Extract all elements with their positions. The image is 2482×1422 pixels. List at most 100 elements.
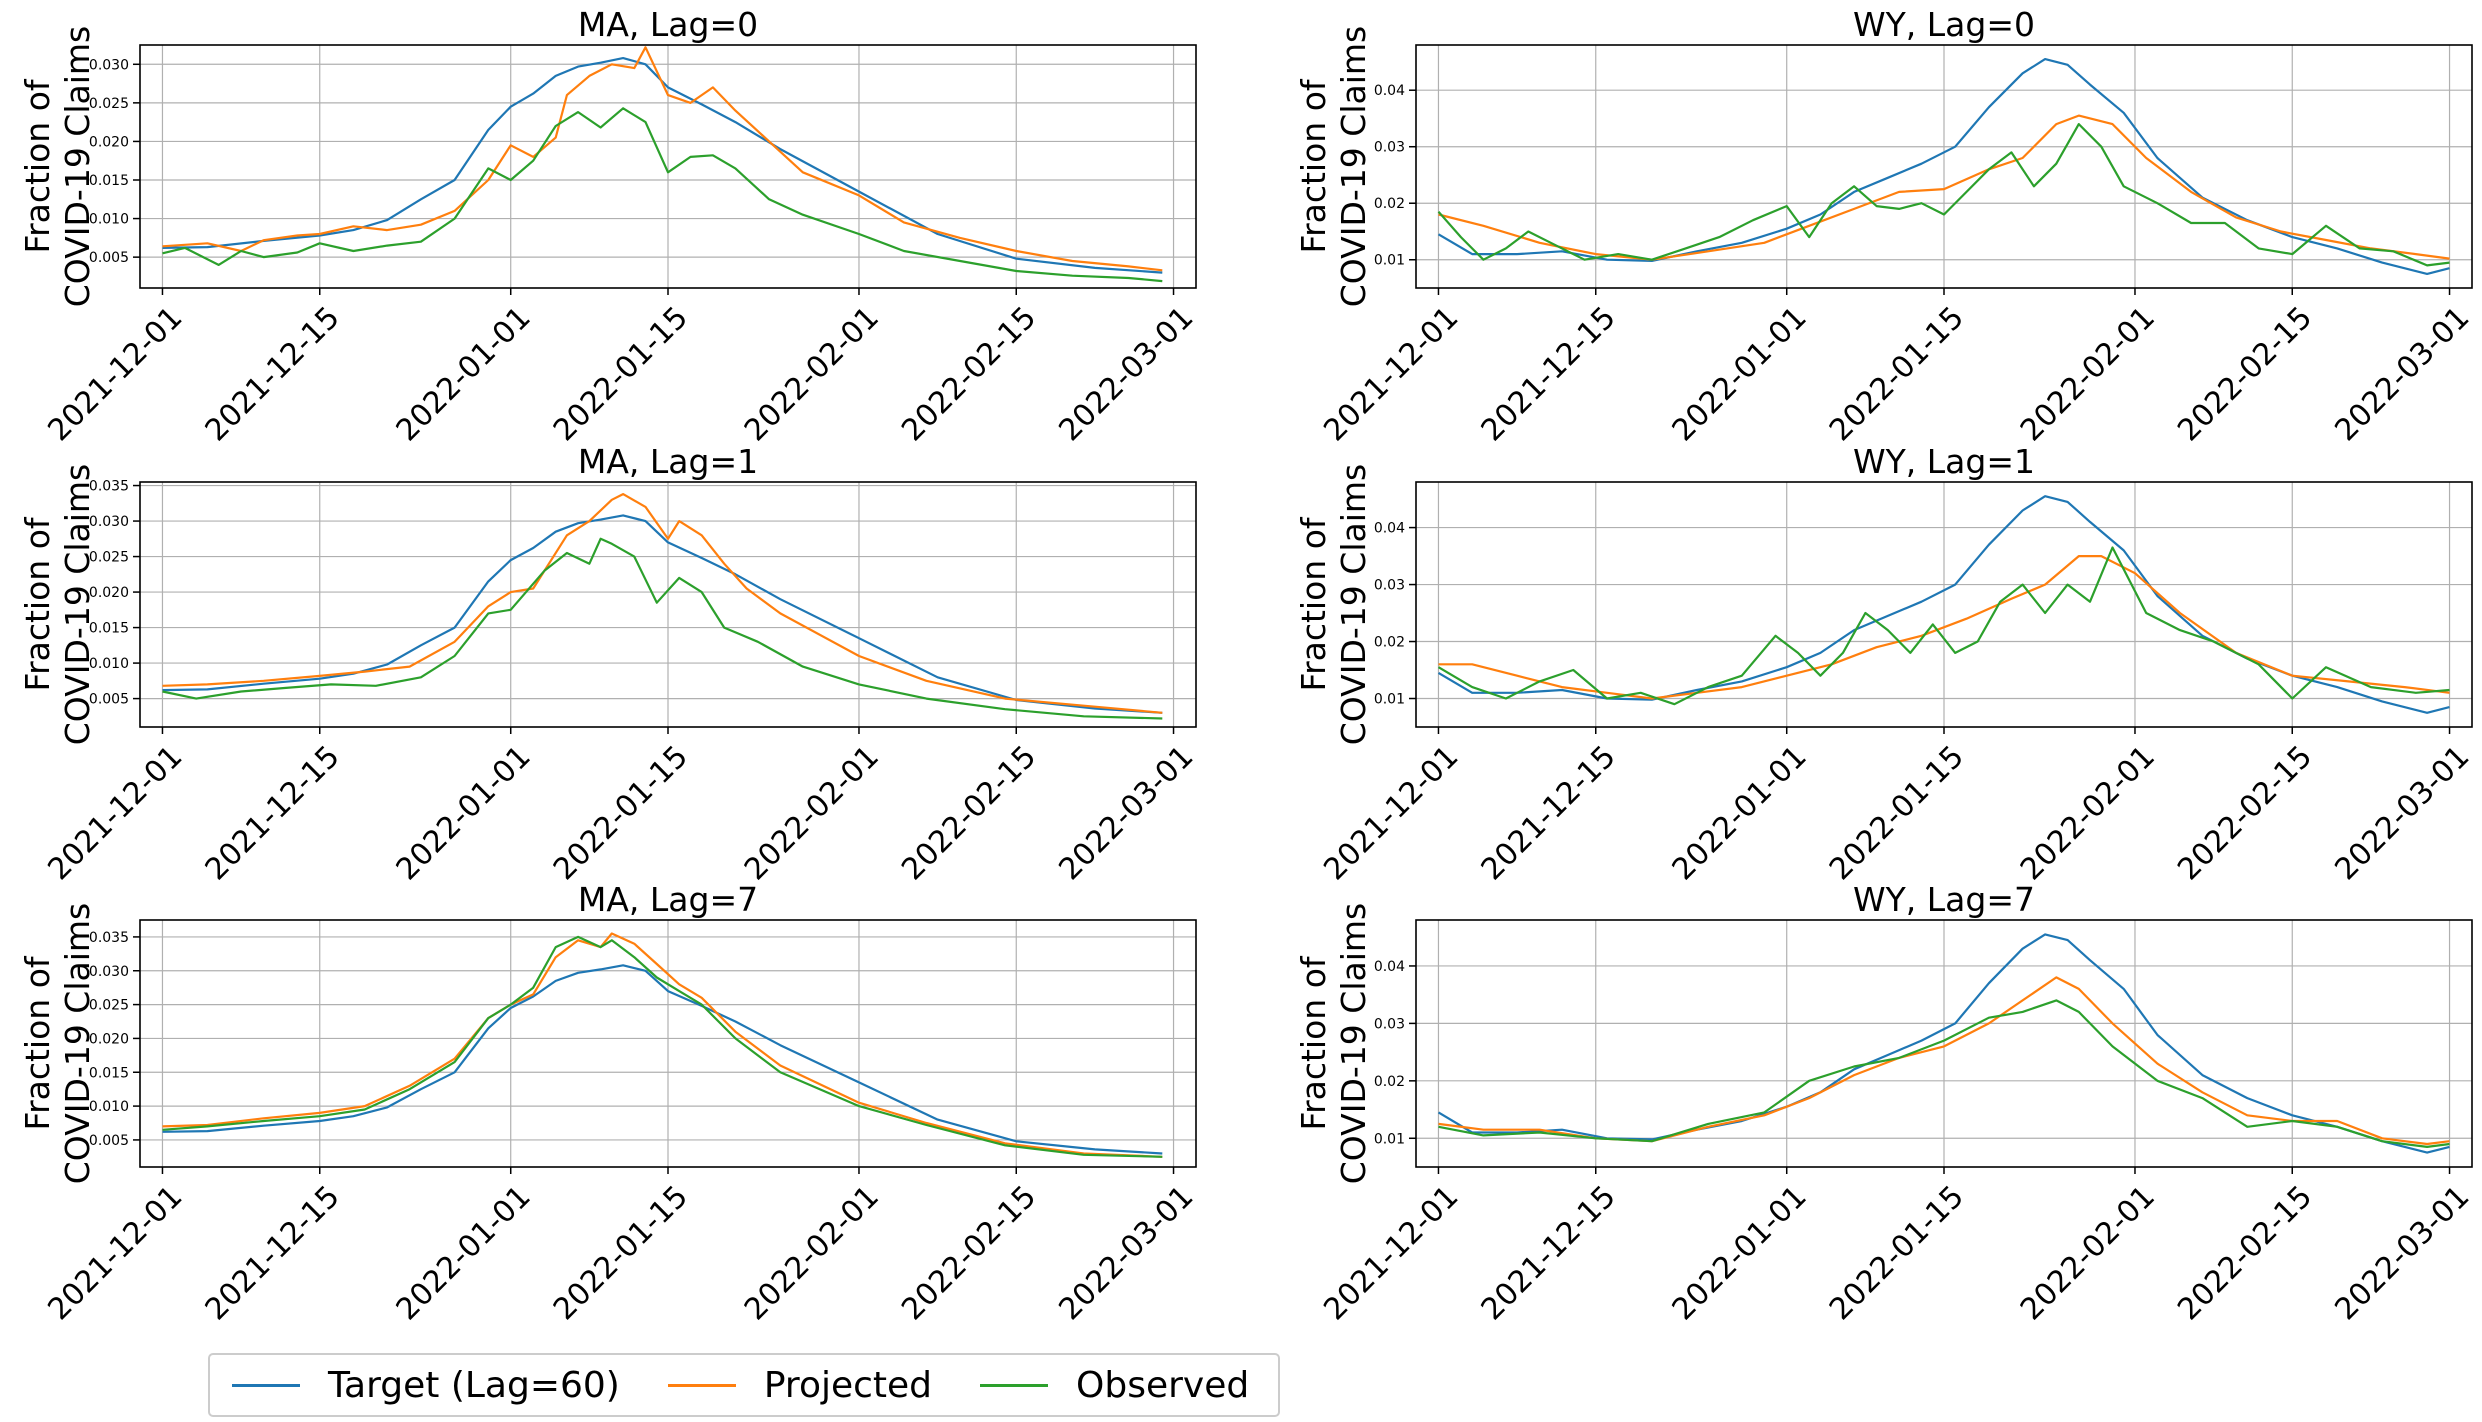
y-tick-label: 0.04 [1374,959,1405,975]
x-tick-label: 2022-02-15 [2171,739,2319,887]
y-tick-label: 0.01 [1374,253,1405,269]
y-tick-label: 0.020 [89,134,129,150]
chart-title: WY, Lag=0 [1853,5,2035,44]
plot-frame [139,481,1197,728]
x-tick-label: 2022-01-15 [1823,300,1971,448]
x-tick-label: 2022-02-15 [895,1179,1043,1327]
y-tick-label: 0.015 [89,1065,129,1081]
y-tick-label: 0.010 [89,1099,129,1115]
projected-line [162,46,1163,272]
chart-title: WY, Lag=7 [1853,880,2035,919]
plot-frame [1415,481,2473,728]
x-tick-label: 2022-01-01 [1666,1179,1814,1327]
y-tick-label: 0.015 [89,621,129,637]
target-line [162,964,1163,1155]
x-tick-label: 2022-03-01 [1052,1179,1200,1327]
y-tick-label: 0.025 [89,96,129,112]
x-tick-label: 2021-12-15 [199,300,347,448]
chart-title: MA, Lag=0 [578,5,758,44]
x-tick-label: 2022-01-01 [1666,300,1814,448]
chart-panel-3: 0.005 0.010 0.015 0.020 0.025 0.030 0.035 2021-… [18,442,1200,887]
x-tick-label: 2022-02-01 [2014,1179,2162,1327]
x-tick-label: 2022-01-15 [1823,739,1971,887]
x-tick-label: 2021-12-01 [41,1179,189,1327]
x-tick-label: 2022-03-01 [2328,1179,2476,1327]
x-tick-label: 2022-02-01 [2014,739,2162,887]
plot-frame [139,919,1197,1168]
x-tick-label: 2021-12-01 [1317,300,1465,448]
x-tick-label: 2021-12-15 [199,1179,347,1327]
target-line [162,56,1163,274]
x-tick-label: 2022-03-01 [2328,300,2476,448]
x-tick-label: 2021-12-15 [1475,739,1623,887]
y-axis-label: Fraction ofCOVID-19 Claims [18,26,97,307]
x-tick-label: 2022-01-15 [547,1179,695,1327]
x-tick-label: 2022-03-01 [1052,739,1200,887]
legend-label-projected: Projected [763,1364,933,1406]
y-tick-label: 0.005 [89,1133,129,1149]
plot-frame [1415,919,2473,1168]
x-tick-label: 2021-12-01 [1317,1179,1465,1327]
projected-line [162,493,1163,714]
chart-title: MA, Lag=7 [578,880,758,919]
x-tick-label: 2022-03-01 [2328,739,2476,887]
y-tick-label: 0.005 [89,692,129,708]
x-tick-label: 2022-02-15 [895,300,1043,448]
y-axis-label: Fraction ofCOVID-19 Claims [1294,26,1373,307]
chart-panel-1: 0.005 0.010 0.015 0.020 0.025 0.030 2021-12-01… [18,5,1200,448]
x-tick-label: 2022-01-15 [1823,1179,1971,1327]
y-tick-label: 0.01 [1374,692,1405,708]
x-tick-label: 2022-01-01 [1666,739,1814,887]
y-tick-label: 0.03 [1374,140,1405,156]
target-line [1437,933,2450,1154]
x-tick-label: 2022-01-01 [390,1179,538,1327]
y-tick-label: 0.035 [89,930,129,946]
x-tick-label: 2022-01-01 [390,739,538,887]
x-tick-label: 2022-02-15 [2171,1179,2319,1327]
y-tick-label: 0.030 [89,514,129,530]
y-tick-label: 0.02 [1374,1074,1405,1090]
x-tick-label: 2021-12-15 [1475,1179,1623,1327]
x-tick-label: 2021-12-15 [1475,300,1623,448]
legend-swatch-observed [980,1383,1049,1387]
observed-line [162,537,1163,720]
y-tick-label: 0.015 [89,173,129,189]
y-axis-label: Fraction ofCOVID-19 Claims [1294,903,1373,1184]
observed-line [1438,999,2450,1149]
y-tick-label: 0.025 [89,998,129,1014]
legend-swatch-target [232,1383,300,1387]
legend-label-target: Target (Lag=60) [328,1364,620,1406]
observed-line [1437,546,2450,706]
chart-panel-6: 0.01 0.02 0.03 0.04 2021-12-01 2021-12-15 2022… [1294,880,2476,1327]
y-tick-label: 0.02 [1374,635,1405,651]
legend: Target (Lag=60) Projected Observed [208,1353,1280,1417]
y-tick-label: 0.025 [89,550,129,566]
plot-frame [1415,44,2473,289]
x-tick-label: 2021-12-15 [199,739,347,887]
y-tick-label: 0.03 [1374,1016,1405,1032]
y-tick-label: 0.02 [1374,196,1405,212]
observed-line [162,107,1163,283]
chart-panel-4: 0.01 0.02 0.03 0.04 2021-12-01 2021-12-15 2022… [1294,442,2476,887]
chart-title: MA, Lag=1 [578,442,758,481]
x-tick-label: 2022-02-01 [738,1179,886,1327]
y-axis-label: Fraction ofCOVID-19 Claims [1294,464,1373,745]
x-tick-label: 2022-01-01 [390,300,538,448]
legend-label-observed: Observed [1076,1364,1250,1406]
x-tick-label: 2022-02-15 [895,739,1043,887]
observed-line [1437,122,2450,267]
y-tick-label: 0.04 [1374,521,1405,537]
x-tick-label: 2022-01-15 [547,300,695,448]
x-tick-label: 2022-02-01 [738,300,886,448]
legend-swatch-projected [667,1383,736,1387]
y-tick-label: 0.03 [1374,578,1405,594]
y-tick-label: 0.005 [89,250,129,266]
x-tick-label: 2021-12-01 [1317,739,1465,887]
chart-title: WY, Lag=1 [1853,442,2035,481]
y-tick-label: 0.01 [1374,1131,1405,1147]
y-axis-label: Fraction ofCOVID-19 Claims [18,903,97,1184]
legend-item-target: Target (Lag=60) [232,1365,620,1406]
y-tick-label: 0.010 [89,212,129,228]
x-tick-label: 2021-12-01 [41,739,189,887]
